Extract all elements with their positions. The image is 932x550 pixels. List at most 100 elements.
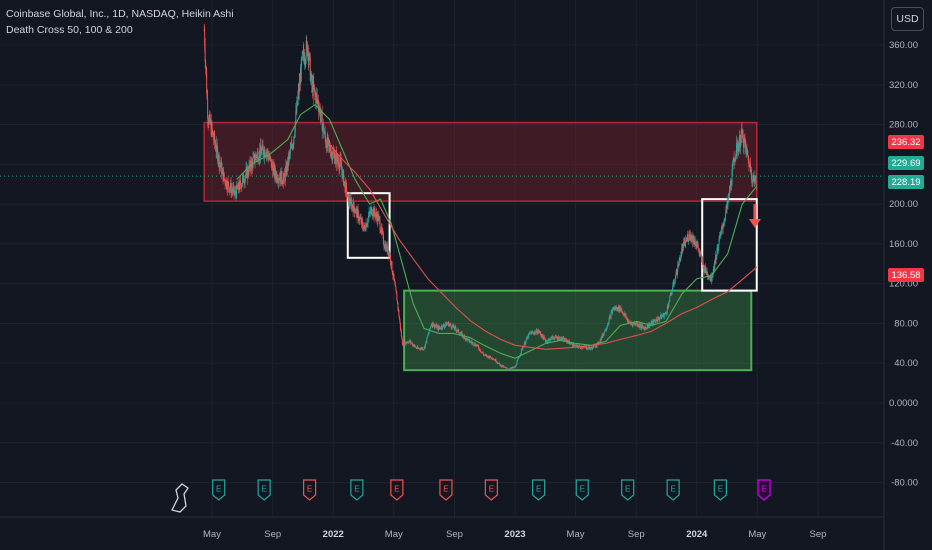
candle-body bbox=[466, 337, 468, 339]
candle-body bbox=[353, 202, 355, 209]
candle-body bbox=[438, 326, 440, 328]
candle-body bbox=[536, 329, 538, 334]
candle-body bbox=[558, 338, 560, 340]
candle-body bbox=[647, 326, 649, 328]
candle-body bbox=[444, 325, 446, 328]
candle-body bbox=[223, 172, 225, 180]
candle-body bbox=[736, 142, 738, 156]
indicator-label[interactable]: Death Cross 50, 100 & 200 bbox=[6, 24, 133, 36]
candle-body bbox=[507, 369, 509, 371]
candle-body bbox=[294, 132, 296, 136]
candle-body bbox=[456, 330, 458, 332]
candle-body bbox=[434, 325, 436, 328]
candle-body bbox=[602, 334, 604, 337]
candle-body bbox=[620, 307, 622, 311]
candle-body bbox=[606, 326, 608, 329]
candle-body bbox=[530, 331, 532, 335]
candle-body bbox=[544, 338, 546, 340]
candle-body bbox=[668, 302, 670, 307]
candle-body bbox=[455, 326, 457, 330]
candle-body bbox=[630, 323, 632, 324]
candle-body bbox=[444, 324, 446, 326]
candle-body bbox=[620, 310, 622, 312]
candle-body bbox=[352, 204, 354, 208]
candle-body bbox=[720, 231, 722, 236]
candle-body bbox=[665, 312, 667, 314]
candle-body bbox=[359, 217, 361, 221]
candle-body bbox=[733, 157, 735, 160]
y-tick-label: 200.00 bbox=[889, 199, 918, 210]
y-tick-label: -80.00 bbox=[891, 478, 918, 489]
earnings-marker bbox=[439, 479, 453, 501]
candle-body bbox=[226, 180, 228, 188]
y-tick-label: 360.00 bbox=[889, 40, 918, 51]
candle-body bbox=[257, 151, 259, 162]
candle-body bbox=[399, 322, 401, 329]
candle-body bbox=[684, 243, 686, 246]
candle-body bbox=[474, 343, 476, 346]
ma-200-line bbox=[329, 144, 758, 350]
candle-body bbox=[340, 157, 342, 161]
candle-body bbox=[739, 134, 741, 148]
candle-body bbox=[579, 345, 581, 347]
candle-body bbox=[350, 197, 352, 201]
candle-body bbox=[723, 220, 725, 225]
candle-body bbox=[567, 340, 569, 342]
candle-body bbox=[664, 313, 666, 315]
candle-body bbox=[324, 131, 326, 138]
earnings-marker bbox=[484, 479, 498, 501]
candle-body bbox=[219, 162, 221, 165]
candle-body bbox=[502, 365, 504, 368]
y-tick-label: 80.00 bbox=[894, 318, 918, 329]
candle-body bbox=[733, 157, 735, 162]
candle-body bbox=[500, 364, 502, 367]
candle-body bbox=[339, 163, 341, 170]
candle-body bbox=[684, 240, 686, 246]
candle-body bbox=[427, 335, 429, 337]
candle-body bbox=[290, 147, 292, 149]
candle-body bbox=[493, 359, 495, 360]
candle-body bbox=[455, 329, 457, 332]
candle-body bbox=[750, 169, 752, 180]
candle-body bbox=[587, 348, 589, 350]
candle-body bbox=[525, 340, 527, 344]
candle-body bbox=[674, 282, 676, 284]
candle-body bbox=[700, 252, 702, 255]
candle-body bbox=[205, 62, 207, 67]
candle-body bbox=[414, 344, 416, 346]
candle-body bbox=[439, 327, 441, 329]
candle-body bbox=[591, 347, 593, 349]
candle-body bbox=[659, 318, 661, 320]
candle-body bbox=[245, 168, 247, 176]
candle-body bbox=[316, 95, 318, 101]
candle-body bbox=[309, 56, 311, 81]
candle-body bbox=[607, 323, 609, 326]
ma-50-line bbox=[236, 103, 758, 359]
candle-body bbox=[701, 256, 703, 262]
candle-body bbox=[274, 168, 276, 176]
candle-body bbox=[433, 323, 435, 328]
candle-body bbox=[479, 348, 481, 351]
candle-body bbox=[414, 345, 416, 348]
candle-body bbox=[472, 342, 474, 345]
candle-body bbox=[382, 232, 384, 235]
candle-body bbox=[321, 112, 323, 132]
candle-body bbox=[205, 66, 207, 74]
currency-button[interactable]: USD bbox=[891, 7, 924, 31]
candle-body bbox=[313, 81, 315, 88]
candle-body bbox=[236, 185, 238, 199]
candle-body bbox=[706, 271, 708, 276]
candle-body bbox=[217, 160, 219, 162]
candle-body bbox=[254, 155, 256, 161]
candle-body bbox=[678, 265, 680, 267]
candle-body bbox=[685, 239, 687, 244]
candle-body bbox=[301, 58, 303, 60]
earnings-marker bbox=[390, 479, 404, 501]
candle-body bbox=[655, 321, 657, 323]
candle-body bbox=[711, 276, 713, 281]
candle-body bbox=[688, 239, 690, 241]
candle-body bbox=[395, 286, 397, 291]
earnings-marker-label: E bbox=[670, 485, 675, 494]
candle-body bbox=[364, 225, 366, 227]
